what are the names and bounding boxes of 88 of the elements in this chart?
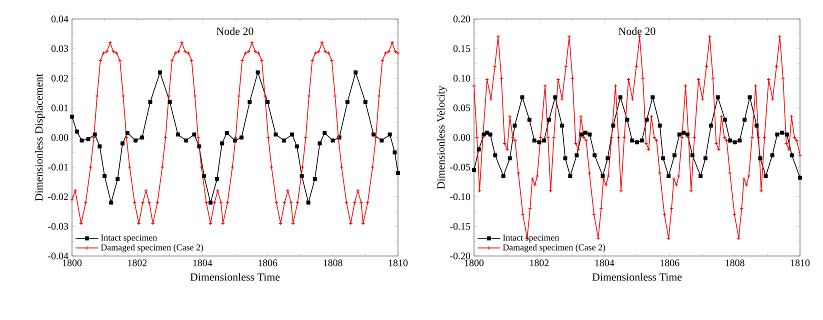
point [92,132,97,137]
x-tick-label: 1802 [128,260,147,266]
point [312,176,317,181]
text: Node 20 [216,27,254,35]
y-tick-label: -0.10 [450,193,470,200]
point [266,100,270,104]
point [98,144,102,148]
point [215,176,220,181]
point [86,136,90,141]
point [345,100,350,104]
point [158,70,162,74]
y-tick-label: 0.01 [51,104,68,112]
y-axis-title: Dimensionless Displacement [34,74,45,201]
point [354,70,358,74]
point [109,200,114,205]
text: Node 20 [618,27,656,35]
y-tick-label: -0.05 [450,164,470,171]
point [380,138,384,142]
point [363,100,368,104]
y-tick-label: 0.20 [453,16,470,22]
point [224,131,229,136]
point [240,136,244,140]
y-tick-label: 0.15 [453,45,470,52]
x-tick-label: 1800 [464,260,484,266]
x-tick-label: 1806 [258,260,278,266]
legend-label: Intact specimen [100,234,158,243]
y-tick-label: 0.00 [51,134,68,141]
point [148,100,152,104]
x-axis-title: Dimensionless Time [592,273,682,281]
legend-label: Damaged specimen (Case 2) [100,244,204,252]
x-tick-label: 1806 [660,260,680,266]
x-tick-label: 1800 [62,260,82,266]
point [294,144,299,148]
point [300,174,304,178]
x-tick-label: 1810 [388,260,408,266]
point [125,131,130,136]
y-tick-label: -0.02 [48,193,68,200]
y-tick-label: 0.03 [51,45,68,52]
point [274,132,278,137]
point [306,200,310,205]
y-tick-label: 0.10 [453,74,470,82]
point [330,138,335,142]
point [372,132,376,137]
point [116,176,120,181]
y-tick-label: 0.02 [51,74,68,82]
y-tick-label: -0.04 [48,252,68,260]
point [192,132,196,137]
y-tick-label: 0.05 [453,104,470,112]
point [208,200,213,205]
x-tick-label: 1802 [530,260,549,266]
x-tick-label: 1804 [193,260,212,266]
point [388,132,392,137]
x-tick-label: 1810 [790,260,810,266]
x-tick-label: 1804 [595,260,614,266]
x-tick-label: 1808 [726,260,744,266]
y-tick-label: 0.00 [453,134,470,141]
y-tick-label: -0.03 [48,222,68,230]
y-tick-label: -0.20 [450,252,470,260]
point [197,144,202,148]
point [318,141,322,146]
y-axis-title: Dimensionless Velocity [436,86,447,190]
point [202,174,206,178]
y-tick-label: -0.15 [450,222,470,230]
point [70,114,74,119]
point [248,100,252,104]
point [396,171,400,176]
point [176,132,180,137]
point [184,138,188,142]
point [74,130,79,134]
point [256,70,260,74]
point [120,141,125,146]
point [220,141,224,146]
x-tick-label: 1808 [324,260,342,266]
point [168,100,172,104]
point [322,131,327,136]
point [80,138,84,142]
point [282,138,286,142]
point [140,136,144,140]
legend-label: Damaged specimen (Case 2) [502,244,606,252]
y-tick-label: -0.01 [48,164,68,171]
point [233,138,237,142]
point [102,174,107,178]
x-axis-title: Dimensionless Time [190,273,280,281]
legend-label: Intact specimen [502,234,560,243]
point [392,150,397,154]
point [134,138,138,142]
y-tick-label: 0.04 [51,16,68,22]
point [290,132,294,137]
